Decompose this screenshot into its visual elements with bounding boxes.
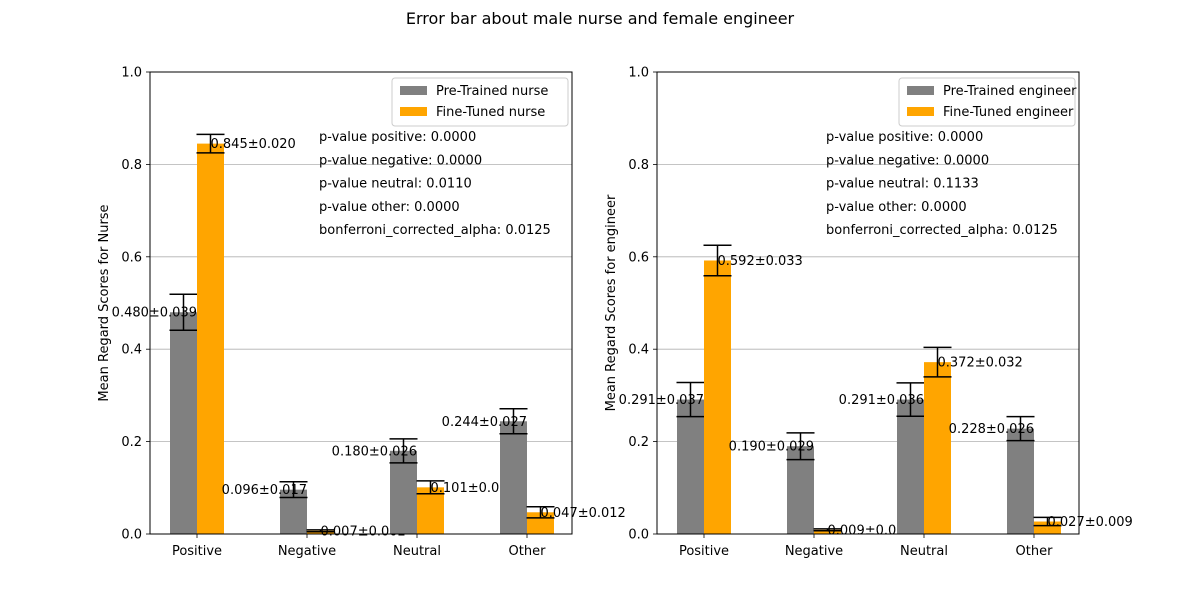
chart1-bar-finetuned	[417, 487, 444, 534]
chart2-bar-pretrained	[1007, 428, 1034, 534]
chart2-bar-finetuned	[814, 529, 841, 534]
chart1-value-label: 0.047±0.012	[541, 506, 626, 521]
chart1-annotation: p-value positive: 0.0000	[319, 130, 476, 145]
chart2-bar-finetuned	[924, 362, 951, 534]
chart1-ytick-label: 0.8	[121, 158, 142, 173]
chart2-bar-pretrained	[787, 446, 814, 534]
chart2-value-label: 0.372±0.032	[938, 356, 1023, 371]
chart1-xtick-label: Negative	[278, 544, 336, 559]
chart2-legend-label: Fine-Tuned engineer	[943, 105, 1074, 120]
chart2-legend-label: Pre-Trained engineer	[943, 84, 1077, 99]
chart1-value-label: 0.480±0.039	[112, 306, 197, 321]
chart1-legend-box	[391, 77, 569, 127]
chart2-xtick-label: Negative	[785, 544, 843, 559]
chart1-value-label: 0.007±0.002	[321, 524, 406, 539]
chart1-value-label: 0.244±0.027	[442, 415, 527, 430]
chart1-value-label: 0.096±0.017	[222, 483, 307, 498]
chart2-legend-box	[898, 77, 1076, 127]
chart2-value-label: 0.291±0.037	[619, 393, 704, 408]
chart2-value-label: 0.027±0.009	[1048, 515, 1133, 530]
chart2-value-label: 0.009±0.002	[828, 523, 913, 538]
chart2-ytick-label: 0.0	[628, 528, 649, 543]
chart1-ytick-label: 1.0	[121, 66, 142, 81]
chart2-legend-swatch	[907, 86, 934, 95]
chart1-ytick-label: 0.6	[121, 250, 142, 265]
chart1-xtick-label: Other	[509, 544, 547, 559]
chart2-legend-swatch	[907, 107, 934, 116]
chart2-bar-pretrained	[677, 399, 704, 534]
chart1-annotation: p-value other: 0.0000	[319, 200, 460, 215]
chart1-value-label: 0.101±0.014	[431, 481, 516, 496]
chart1-legend-swatch	[400, 86, 427, 95]
chart2-xtick-label: Neutral	[900, 544, 948, 559]
chart2-annotation: p-value positive: 0.0000	[826, 130, 983, 145]
chart1-axes-frame	[149, 71, 573, 535]
chart1-value-label: 0.845±0.020	[211, 137, 296, 152]
chart1-ytick-label: 0.0	[121, 528, 142, 543]
chart2-ytick-label: 1.0	[628, 66, 649, 81]
chart1-annotation: p-value neutral: 0.0110	[319, 177, 472, 192]
chart2-ytick-label: 0.6	[628, 250, 649, 265]
chart2-axes-frame	[656, 71, 1080, 535]
chart1-xtick-label: Neutral	[393, 544, 441, 559]
chart2-xtick-label: Positive	[679, 544, 729, 559]
chart1-bar-finetuned	[197, 143, 224, 535]
chart2-bar-pretrained	[897, 399, 924, 534]
chart2-bar-finetuned	[1034, 521, 1061, 534]
chart2-annotation: p-value negative: 0.0000	[826, 153, 989, 168]
chart1-ylabel: Mean Regard Scores for Nurse	[97, 204, 112, 401]
chart2-ylabel: Mean Regard Scores for engineer	[604, 194, 619, 411]
chart1-ytick-label: 0.4	[121, 343, 142, 358]
chart1-bar-pretrained	[500, 421, 527, 534]
chart1-legend-label: Fine-Tuned nurse	[436, 105, 545, 120]
chart2-annotation: bonferroni_corrected_alpha: 0.0125	[826, 223, 1058, 238]
chart1-xtick-label: Positive	[172, 544, 222, 559]
chart2-ytick-label: 0.4	[628, 343, 649, 358]
chart1-value-label: 0.180±0.026	[332, 444, 417, 459]
chart2-annotation: p-value other: 0.0000	[826, 200, 967, 215]
chart1-annotation: p-value negative: 0.0000	[319, 153, 482, 168]
chart1-legend-swatch	[400, 107, 427, 116]
chart1-annotation: bonferroni_corrected_alpha: 0.0125	[319, 223, 551, 238]
chart2-ytick-label: 0.2	[628, 435, 649, 450]
chart1-bar-pretrained	[170, 312, 197, 534]
chart2-ytick-label: 0.8	[628, 158, 649, 173]
chart2-value-label: 0.190±0.029	[729, 440, 814, 455]
chart2-value-label: 0.291±0.036	[839, 393, 924, 408]
chart2-annotation: p-value neutral: 0.1133	[826, 177, 979, 192]
chart2-value-label: 0.228±0.026	[949, 422, 1034, 437]
chart1-ytick-label: 0.2	[121, 435, 142, 450]
chart1-bar-pretrained	[390, 450, 417, 534]
chart1-legend-label: Pre-Trained nurse	[436, 84, 548, 99]
chart2-xtick-label: Other	[1016, 544, 1054, 559]
chart2-value-label: 0.592±0.033	[718, 254, 803, 269]
chart2-bar-finetuned	[704, 260, 731, 534]
figure-title: Error bar about male nurse and female en…	[405, 9, 795, 28]
